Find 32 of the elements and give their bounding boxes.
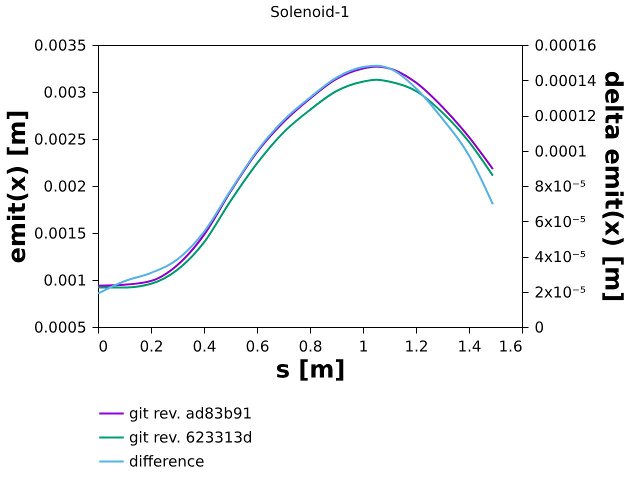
y-tick-label: 0.0025: [34, 130, 86, 148]
chart-title: Solenoid-1: [270, 3, 350, 21]
x-axis-title: s [m]: [276, 356, 346, 384]
y-tick-label: 0.002: [44, 178, 86, 196]
y2-tick-label: 8x10⁻⁵: [534, 178, 586, 196]
y-tick-label: 0.0015: [34, 224, 86, 242]
x-tick-label: 1.4: [458, 338, 482, 356]
x-tick-label: 0.8: [298, 338, 322, 356]
y-tick-label: 0.0005: [34, 318, 86, 336]
x-tick-label: 1.2: [404, 338, 428, 356]
x-tick-label: 0.2: [140, 338, 164, 356]
y-tick-label: 0.001: [44, 272, 86, 290]
y2-axis-title: delta emit(x) [m]: [600, 70, 628, 302]
legend-label: git rev. ad83b91: [129, 404, 252, 422]
y-axis-title: emit(x) [m]: [3, 110, 32, 264]
legend-label: git rev. 623313d: [129, 428, 252, 446]
y2-tick-label: 0.00016: [534, 36, 597, 54]
y2-tick-label: 6x10⁻⁵: [534, 212, 586, 231]
y-tick-label: 0.0035: [34, 36, 86, 54]
legend-label: difference: [129, 452, 204, 470]
x-tick-label: 1.6: [498, 338, 522, 356]
x-tick-label: 0: [98, 338, 108, 356]
y2-tick-label: 0.00012: [534, 107, 597, 125]
x-tick-label: 0.6: [246, 338, 270, 356]
y2-tick-label: 0.00014: [534, 72, 597, 90]
y2-tick-label: 4x10⁻⁵: [534, 248, 586, 266]
y-tick-label: 0.003: [44, 84, 86, 102]
y2-tick-label: 0: [534, 318, 544, 336]
y2-tick-label: 2x10⁻⁵: [534, 283, 586, 302]
x-tick-label: 0.4: [192, 338, 216, 356]
y2-tick-label: 0.0001: [534, 142, 587, 160]
x-tick-label: 1: [358, 338, 368, 356]
